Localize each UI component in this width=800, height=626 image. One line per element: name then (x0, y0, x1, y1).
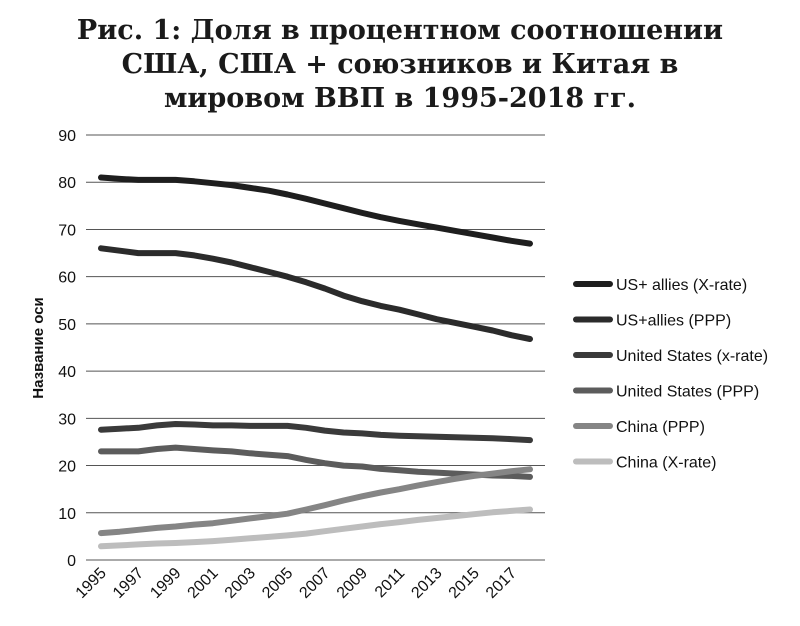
y-tick-label: 50 (58, 317, 76, 334)
series-lines (98, 174, 533, 550)
x-tick-label: 2003 (222, 565, 259, 602)
y-axis-label: Название оси (30, 297, 47, 399)
x-tick-label: 2017 (483, 565, 520, 602)
chart-title: Рис. 1: Доля в процентном соотношении СШ… (76, 15, 724, 114)
x-tick-label: 1999 (147, 565, 184, 602)
x-tick-label: 2007 (296, 565, 333, 602)
legend-label: United States (PPP) (616, 384, 759, 401)
legend-label: US+allies (PPP) (616, 313, 731, 330)
y-tick-label: 40 (58, 364, 76, 381)
x-tick-label: 1995 (73, 565, 110, 602)
legend-label: China (X-rate) (616, 455, 716, 472)
x-tick-label: 1997 (110, 565, 147, 602)
legend-label: China (PPP) (616, 419, 705, 436)
series-line (98, 506, 533, 550)
series-line (98, 174, 533, 247)
x-tick-label: 2015 (446, 565, 483, 602)
y-tick-label: 70 (58, 222, 76, 239)
x-tick-label: 2001 (185, 565, 222, 602)
x-tick-label: 2011 (372, 565, 408, 601)
series-line (98, 421, 533, 444)
x-tick-label: 2005 (259, 565, 296, 602)
series-line (98, 245, 533, 342)
y-tick-label: 60 (58, 270, 76, 287)
y-tick-label: 90 (58, 128, 76, 145)
legend-label: United States (x-rate) (616, 348, 768, 365)
y-tick-label: 10 (58, 506, 76, 523)
y-tick-label: 80 (58, 175, 76, 192)
legend-label: US+ allies (X-rate) (616, 277, 747, 294)
legend: US+ allies (X-rate) US+allies (PPP) United… (573, 277, 768, 472)
series-line (98, 444, 533, 480)
y-axis-ticks: 0 10 20 30 40 50 60 70 80 90 (58, 128, 76, 570)
x-tick-label: 2009 (334, 565, 371, 602)
y-tick-label: 0 (67, 553, 76, 570)
series-line (98, 466, 533, 537)
y-tick-label: 20 (58, 459, 76, 476)
x-axis-ticks: 1995 1997 1999 2001 2003 2005 2007 2009 2011 2013… (73, 565, 521, 602)
x-tick-label: 2013 (408, 565, 445, 602)
y-tick-label: 30 (58, 411, 76, 428)
